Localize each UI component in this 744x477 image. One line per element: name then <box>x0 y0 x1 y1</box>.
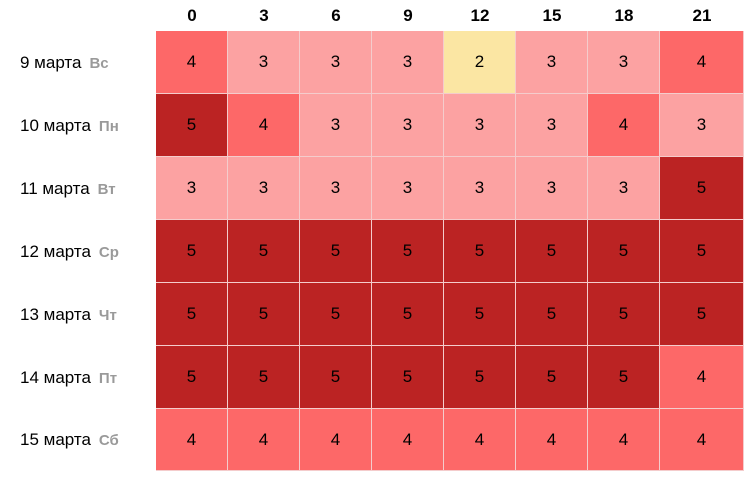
heatmap-cell: 4 <box>372 409 444 471</box>
row-weekday-label: Чт <box>98 307 117 324</box>
row-date-label: 13 марта <box>20 305 91 324</box>
column-header-hour: 0 <box>187 6 197 25</box>
heatmap-cell: 4 <box>228 94 300 157</box>
heatmap-cell: 3 <box>372 94 444 157</box>
heatmap-cell: 5 <box>228 346 300 409</box>
row-date-label: 15 марта <box>20 430 91 449</box>
heatmap-cell: 4 <box>660 409 744 471</box>
heatmap-cell: 5 <box>660 220 744 283</box>
heatmap-cell: 5 <box>156 94 228 157</box>
column-header-hour: 9 <box>403 6 413 25</box>
column-header-hour: 6 <box>331 6 341 25</box>
heatmap-cell: 5 <box>516 283 588 346</box>
heatmap-cell: 5 <box>516 220 588 283</box>
row-weekday-label: Пн <box>98 118 119 135</box>
row-weekday-label: Ср <box>98 244 119 261</box>
column-header-hour: 15 <box>542 6 562 25</box>
row-weekday-label: Пт <box>98 370 118 387</box>
column-header-hour: 18 <box>614 6 634 25</box>
heatmap-cell: 5 <box>300 220 372 283</box>
row-label: 14 марта Пт <box>0 346 176 409</box>
row-label: 11 марта Вт <box>0 157 176 220</box>
column-header-hour: 3 <box>259 6 269 25</box>
row-date-label: 10 марта <box>20 116 91 135</box>
heatmap-cell: 3 <box>444 157 516 220</box>
row-label: 10 марта Пн <box>0 94 176 157</box>
heatmap-cell: 5 <box>300 346 372 409</box>
heatmap-cell: 3 <box>444 94 516 157</box>
row-weekday-label: Вт <box>97 181 116 198</box>
row-label: 12 марта Ср <box>0 220 176 283</box>
heatmap-cell: 3 <box>156 157 228 220</box>
heatmap-cell: 2 <box>444 31 516 94</box>
heatmap-cell: 4 <box>588 409 660 471</box>
heatmap-cell: 3 <box>516 94 588 157</box>
heatmap-cell: 5 <box>660 157 744 220</box>
heatmap-cell: 3 <box>588 157 660 220</box>
heatmap-cell: 4 <box>516 409 588 471</box>
row-weekday-label: Сб <box>98 432 119 449</box>
heatmap-cell: 5 <box>660 283 744 346</box>
heatmap-cell: 3 <box>300 94 372 157</box>
heatmap-cell: 5 <box>516 346 588 409</box>
heatmap-cell: 3 <box>300 157 372 220</box>
heatmap-cell: 4 <box>228 409 300 471</box>
heatmap-cell: 3 <box>588 31 660 94</box>
heatmap-cell: 5 <box>156 346 228 409</box>
heatmap-cell: 5 <box>300 283 372 346</box>
heatmap-cell: 5 <box>372 346 444 409</box>
heatmap-cell: 5 <box>588 346 660 409</box>
row-label: 15 марта Сб <box>0 409 176 471</box>
heatmap-cell: 5 <box>444 346 516 409</box>
heatmap-cell: 5 <box>372 283 444 346</box>
heatmap-cell: 4 <box>660 346 744 409</box>
heatmap-cell: 5 <box>156 283 228 346</box>
heatmap-cell: 5 <box>228 283 300 346</box>
heatmap-cell: 3 <box>300 31 372 94</box>
heatmap-cell: 3 <box>372 157 444 220</box>
row-weekday-label: Вс <box>89 55 109 72</box>
heatmap-cell: 5 <box>588 283 660 346</box>
heatmap-cell: 4 <box>156 409 228 471</box>
row-date-label: 9 марта <box>20 53 82 72</box>
heatmap-cell: 3 <box>372 31 444 94</box>
column-header-hour: 21 <box>692 6 712 25</box>
heatmap-cell: 4 <box>444 409 516 471</box>
heatmap-cell: 3 <box>516 31 588 94</box>
heatmap-cell: 4 <box>588 94 660 157</box>
heatmap-cell: 5 <box>372 220 444 283</box>
row-label: 9 марта Вс <box>0 31 176 94</box>
row-date-label: 12 марта <box>20 242 91 261</box>
heatmap-cell: 3 <box>228 31 300 94</box>
heatmap-cell: 5 <box>588 220 660 283</box>
heatmap-cell: 5 <box>444 283 516 346</box>
heatmap-cell: 4 <box>156 31 228 94</box>
heatmap-cell: 5 <box>156 220 228 283</box>
row-date-label: 11 марта <box>20 179 90 198</box>
row-label: 13 марта Чт <box>0 283 176 346</box>
heatmap-cell: 3 <box>228 157 300 220</box>
heatmap-cell: 5 <box>444 220 516 283</box>
row-date-label: 14 марта <box>20 368 91 387</box>
heatmap-cell: 4 <box>300 409 372 471</box>
heatmap-cell: 4 <box>660 31 744 94</box>
heatmap-cell: 5 <box>228 220 300 283</box>
heatmap-cell: 3 <box>516 157 588 220</box>
heatmap-cell: 3 <box>660 94 744 157</box>
column-header-hour: 12 <box>470 6 490 25</box>
